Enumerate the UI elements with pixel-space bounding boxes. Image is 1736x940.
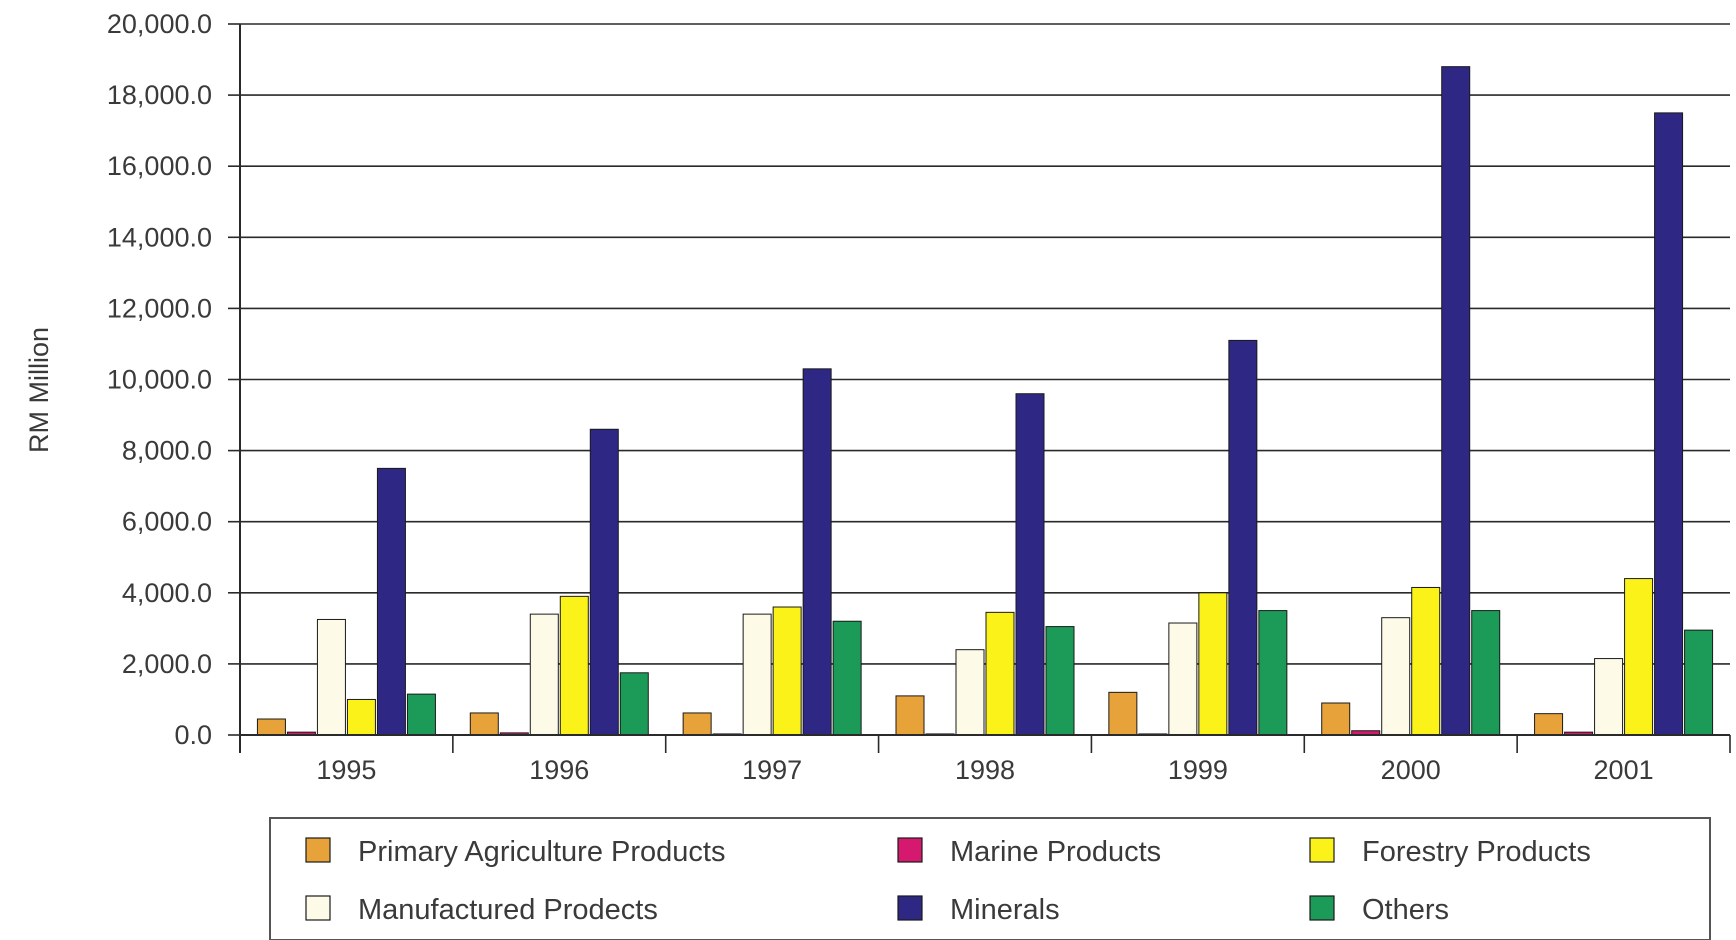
y-tick-label: 14,000.0 [107,222,212,252]
bar-forestry-products-1995 [346,698,376,736]
bar-manufactured-prodects-1997 [742,613,772,736]
bar-primary-agriculture-products-1998 [895,695,925,736]
legend-swatch [305,895,331,921]
x-tick-label: 1999 [1168,755,1228,785]
legend-swatch [305,837,331,863]
bar-minerals-2001 [1654,112,1684,736]
y-tick-label: 6,000.0 [122,507,212,537]
bar-manufactured-prodects-1999 [1168,622,1198,736]
bar-others-1997 [832,620,862,736]
bar-forestry-products-1998 [985,611,1015,736]
x-tick-label: 1995 [316,755,376,785]
y-tick-label: 12,000.0 [107,293,212,323]
legend-label: Primary Agriculture Products [358,836,725,868]
bar-others-2001 [1684,629,1714,736]
bar-primary-agriculture-products-1997 [682,712,712,736]
bar-minerals-1995 [376,467,406,736]
bar-forestry-products-1997 [772,606,802,736]
y-tick-label: 18,000.0 [107,80,212,110]
grid-lines [240,23,1730,665]
bar-primary-agriculture-products-2001 [1534,713,1564,736]
legend-swatch [897,837,923,863]
bar-manufactured-prodects-2000 [1381,617,1411,736]
y-tick-label: 0.0 [174,720,212,750]
bar-primary-agriculture-products-1995 [256,718,286,736]
legend: Primary Agriculture Products Marine Produ… [269,817,1711,940]
bar-primary-agriculture-products-1999 [1108,691,1138,736]
bar-others-1999 [1258,610,1288,736]
axes: 0.0 2,000.0 4,000.0 6,000.0 8,000.0 10,000.0 1… [107,9,1731,785]
y-tick-label: 10,000.0 [107,365,212,395]
bar-manufactured-prodects-1998 [955,649,985,736]
legend-label: Manufactured Prodects [358,894,658,926]
bar-primary-agriculture-products-2000 [1321,702,1351,736]
legend-swatch [1309,895,1335,921]
bar-minerals-1999 [1228,339,1258,736]
legend-swatch [897,895,923,921]
bars [256,66,1714,736]
legend-label: Minerals [950,894,1060,926]
bar-others-1996 [619,672,649,736]
legend-label: Others [1362,894,1449,926]
bar-forestry-products-1996 [559,595,589,736]
x-tick-label: 2001 [1594,755,1654,785]
bar-others-2000 [1471,610,1501,736]
y-axis-title: RM Million [24,327,54,453]
bar-manufactured-prodects-2001 [1594,658,1624,736]
legend-label: Marine Products [950,836,1161,868]
bar-manufactured-prodects-1996 [529,613,559,736]
bar-primary-agriculture-products-1996 [469,712,499,736]
bar-minerals-2000 [1441,66,1471,736]
bar-manufactured-prodects-1995 [316,618,346,736]
x-tick-label: 1998 [955,755,1015,785]
x-tick-label: 1996 [529,755,589,785]
y-tick-label: 16,000.0 [107,151,212,181]
bar-others-1995 [406,693,436,736]
bar-forestry-products-1999 [1198,592,1228,736]
y-tick-label: 2,000.0 [122,649,212,679]
y-tick-label: 20,000.0 [107,9,212,39]
y-tick-label: 8,000.0 [122,436,212,466]
legend-swatch [1309,837,1335,863]
x-tick-label: 1997 [742,755,802,785]
y-tick-label: 4,000.0 [122,578,212,608]
legend-label: Forestry Products [1362,836,1591,868]
bar-forestry-products-2000 [1411,586,1441,736]
x-tick-label: 2000 [1381,755,1441,785]
bar-others-1998 [1045,626,1075,736]
bar-minerals-1997 [802,368,832,736]
bar-forestry-products-2001 [1624,578,1654,736]
legend-box [269,817,1711,940]
bar-minerals-1996 [589,428,619,736]
bar-minerals-1998 [1015,393,1045,736]
